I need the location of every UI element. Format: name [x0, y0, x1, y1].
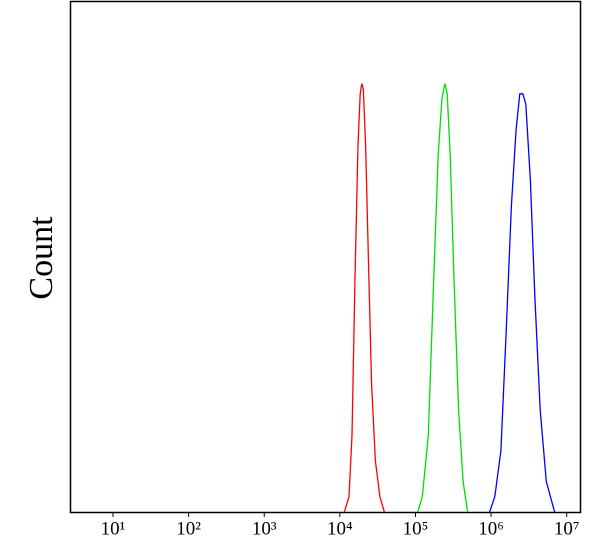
x-tick-label: 10⁵ [403, 518, 429, 539]
x-tick-label: 10³ [252, 518, 277, 539]
plot-frame [69, 0, 582, 514]
histogram-line [488, 93, 556, 513]
histogram-line [343, 83, 386, 513]
x-tick-label: 10⁴ [327, 518, 353, 539]
histogram-line [417, 83, 469, 513]
y-axis-label: Count [23, 216, 60, 300]
x-tick-label: 10⁷ [554, 518, 580, 539]
x-tick-label: 10¹ [101, 518, 126, 539]
x-tick-label: 10⁶ [478, 518, 504, 539]
x-tick-label: 10² [176, 518, 201, 539]
